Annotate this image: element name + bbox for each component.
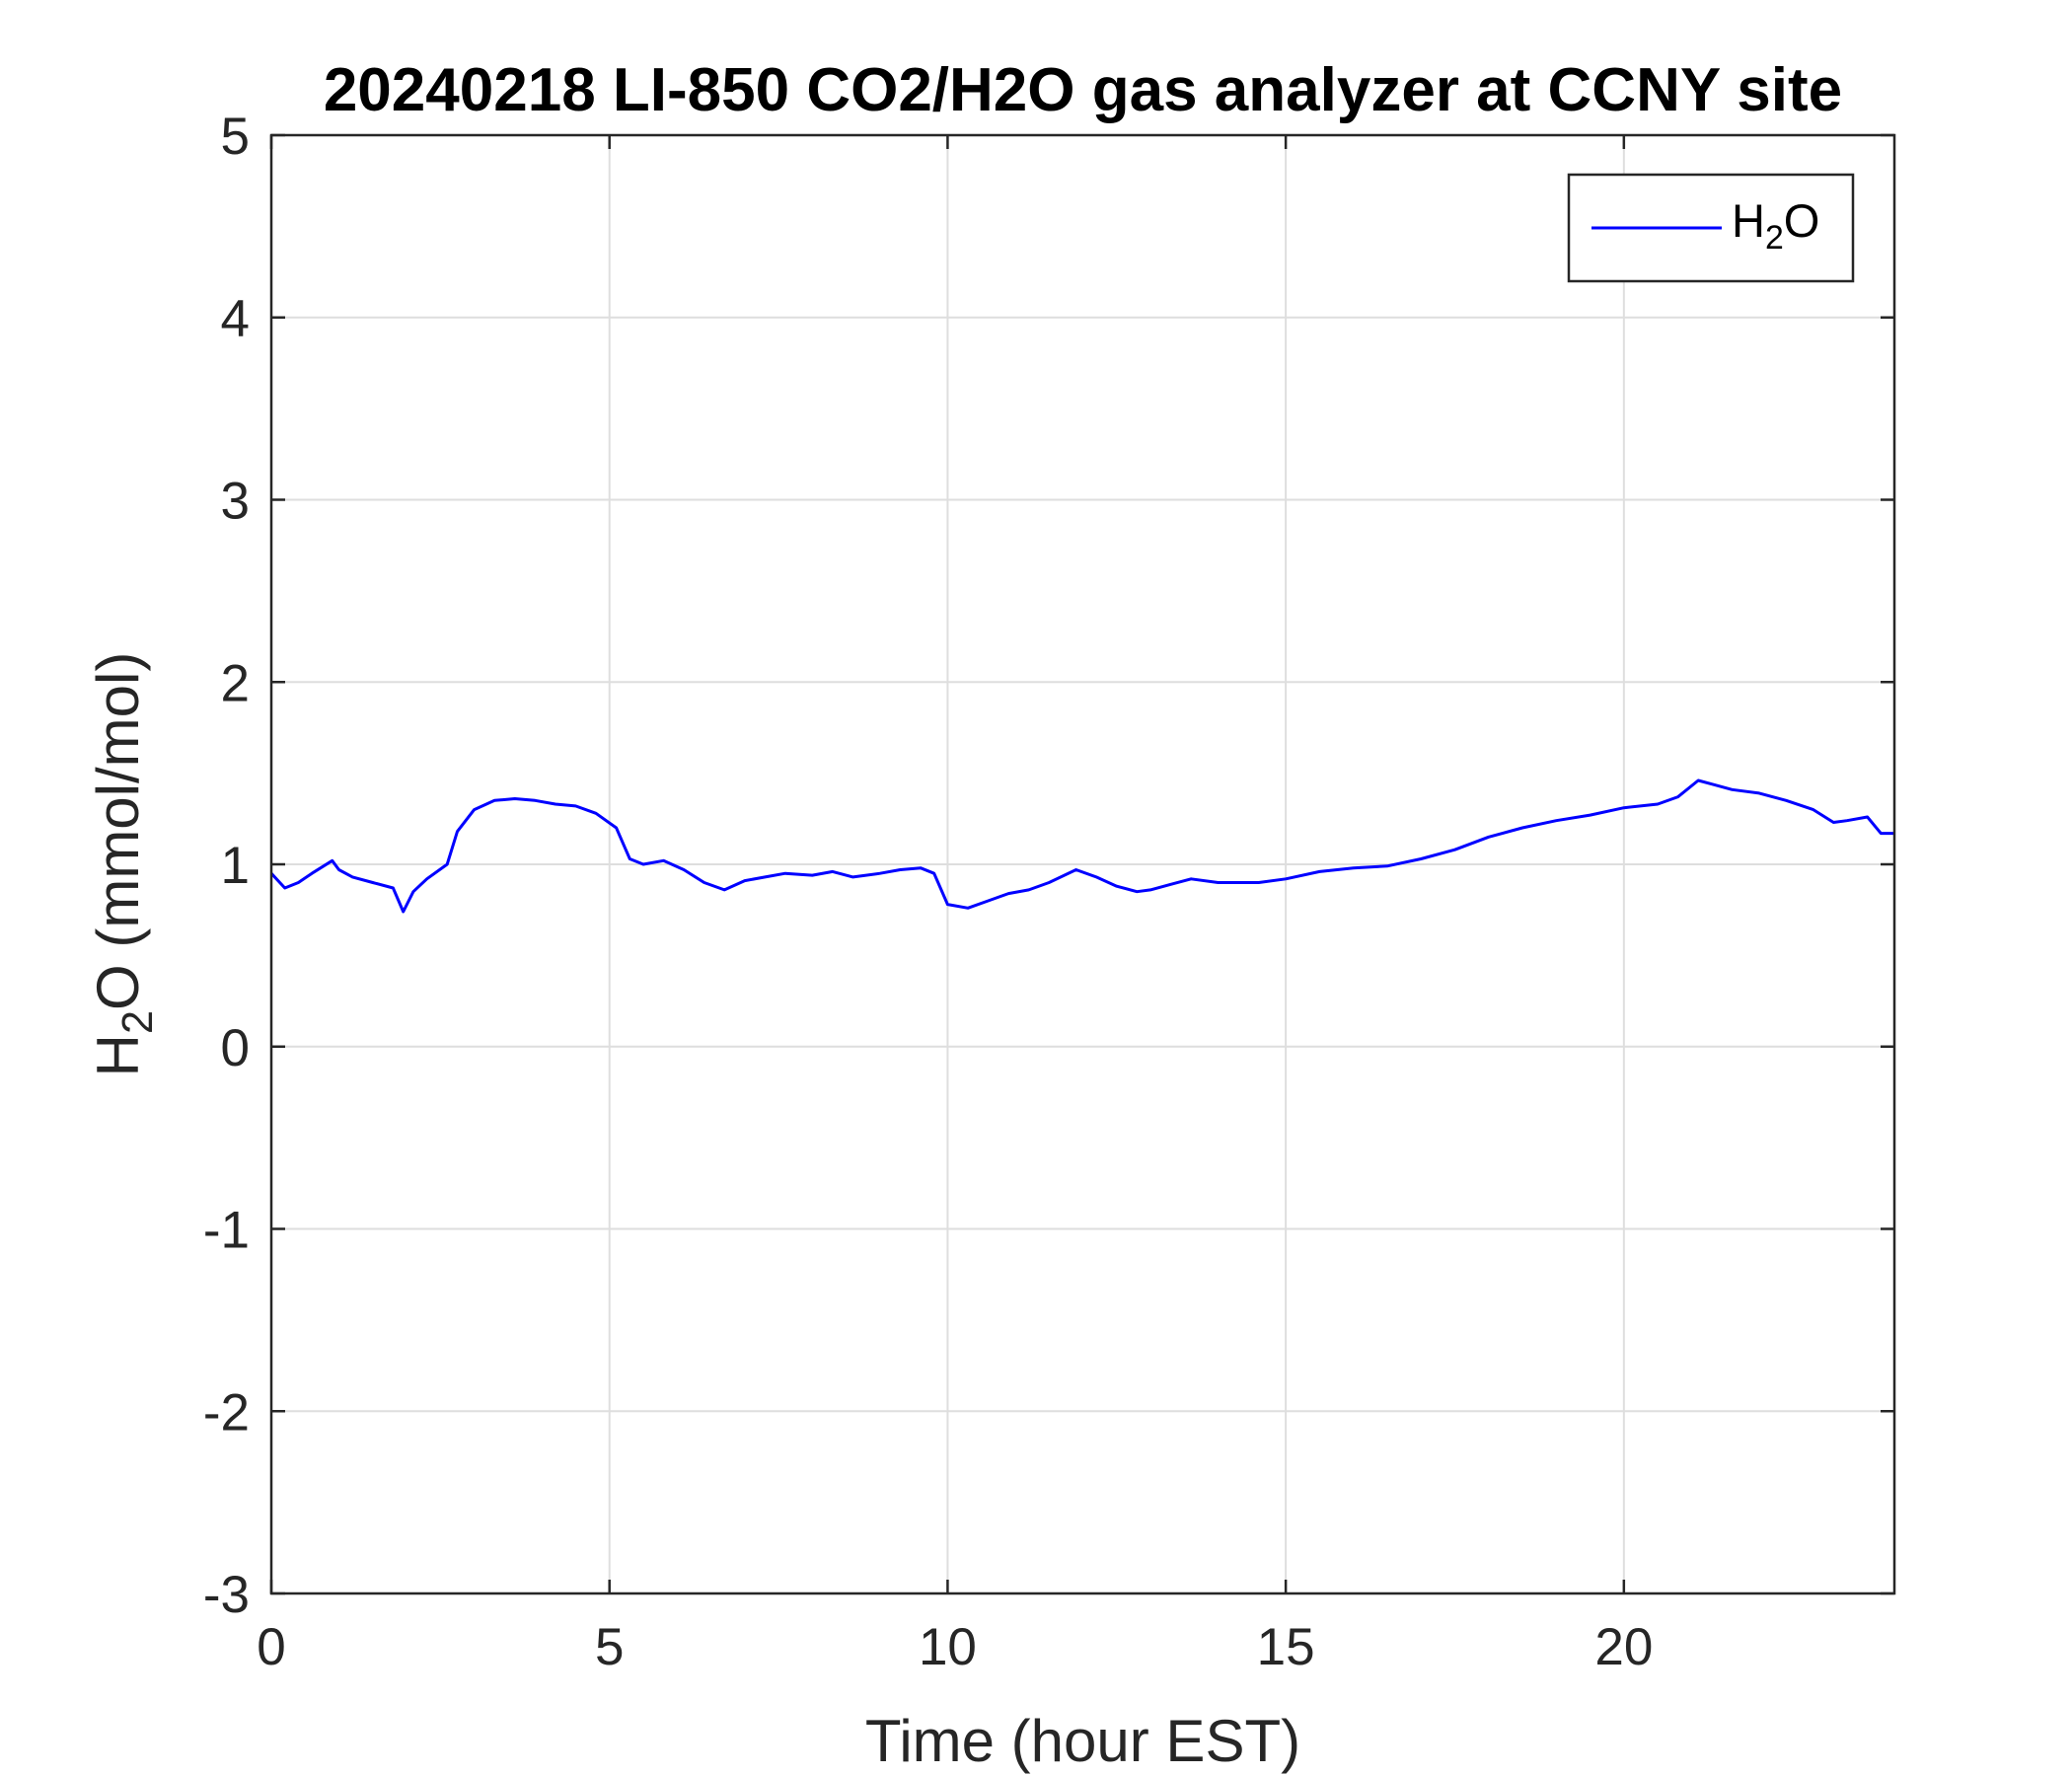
y-axis-label: H2O (mmol/mol) — [85, 652, 162, 1077]
ticks — [269, 133, 1894, 1595]
legend: H2O — [1567, 173, 1855, 283]
grid — [271, 135, 1894, 1593]
chart-title: 20240218 LI-850 CO2/H2O gas analyzer at … — [324, 56, 1842, 124]
x-tick-label: 20 — [1594, 1618, 1653, 1676]
legend-label-subscript: 2 — [1765, 219, 1784, 257]
y-tick-label: -2 — [203, 1383, 250, 1442]
y-axis-label-rest: O (mmol/mol) — [85, 652, 151, 1010]
legend-label: H2O — [1732, 194, 1819, 257]
y-axis-label-subscript: 2 — [114, 1010, 162, 1034]
y-axis-label-base: H — [85, 1034, 151, 1076]
series-line-h2o — [269, 778, 1894, 914]
y-tick-label: 1 — [221, 837, 250, 895]
x-tick-label: 10 — [919, 1618, 977, 1676]
y-tick-label: -1 — [203, 1202, 250, 1260]
y-tick-label: 4 — [221, 290, 250, 348]
y-tick-label: 5 — [221, 108, 250, 166]
y-tick-label: 3 — [221, 473, 250, 531]
y-tick-label: 0 — [221, 1019, 250, 1077]
x-tick-labels: 0 5 10 15 20 — [257, 1618, 1653, 1676]
x-axis-label: Time (hour EST) — [865, 1708, 1300, 1774]
y-tick-label: 2 — [221, 654, 250, 712]
x-tick-label: 5 — [595, 1618, 624, 1676]
y-tick-label: -3 — [203, 1566, 250, 1624]
x-tick-label: 15 — [1257, 1618, 1315, 1676]
legend-label-rest: O — [1784, 194, 1820, 247]
y-tick-labels: -3 -2 -1 0 1 2 3 4 5 — [203, 108, 250, 1624]
legend-label-base: H — [1732, 194, 1765, 247]
series-layer — [269, 778, 1894, 914]
x-tick-label: 0 — [257, 1618, 285, 1676]
